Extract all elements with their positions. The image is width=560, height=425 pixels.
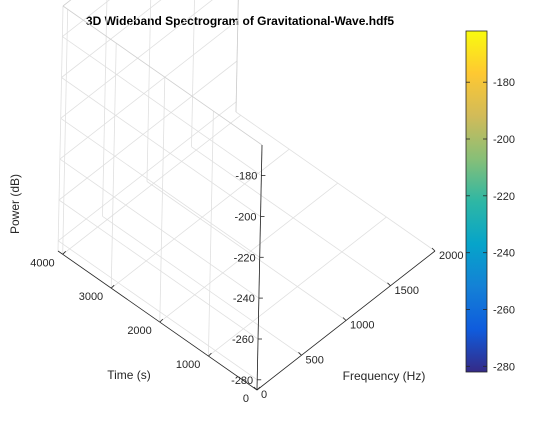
y-tick-label: 1000 bbox=[176, 359, 200, 371]
colorbar-tick-label: -280 bbox=[493, 361, 515, 373]
y-tick-mark bbox=[159, 318, 164, 323]
x-tick-mark bbox=[342, 317, 347, 321]
x-tick-label: 0 bbox=[261, 389, 267, 401]
back-wall-grid-line bbox=[60, 0, 213, 119]
y-tick-label: 2000 bbox=[127, 325, 151, 337]
side-wall-grid-line bbox=[208, 111, 214, 357]
back-wall-grid-line bbox=[57, 101, 237, 242]
back-wall-grid-line bbox=[62, 0, 110, 37]
y-tick-mark bbox=[208, 352, 212, 357]
z-tick-label: -180 bbox=[235, 171, 257, 183]
y-tick-label: 4000 bbox=[30, 257, 54, 269]
x-tick-mark bbox=[431, 247, 436, 252]
y-tick-mark bbox=[256, 386, 261, 391]
floor-grid-line bbox=[102, 215, 302, 356]
colorbar-tick-label: -220 bbox=[493, 191, 515, 203]
side-wall-grid-line bbox=[61, 77, 261, 217]
floor-grid-line bbox=[110, 148, 290, 289]
axes-grid bbox=[57, 0, 436, 391]
x-tick-label: 2000 bbox=[439, 250, 463, 262]
side-wall-grid-line bbox=[62, 9, 69, 255]
x-tick-label: 1500 bbox=[395, 285, 419, 297]
x-tick-mark bbox=[253, 386, 258, 391]
floor-grid-line bbox=[62, 114, 241, 255]
chart-title: 3D Wideband Spectrogram of Gravitational… bbox=[86, 14, 394, 28]
y-tick-label: 0 bbox=[243, 393, 249, 405]
floor-grid-line bbox=[159, 182, 339, 323]
floor-grid-line bbox=[208, 216, 387, 357]
back-wall-grid-line bbox=[102, 0, 108, 217]
colorbar-gradient bbox=[465, 30, 488, 373]
back-wall-grid-line bbox=[58, 60, 238, 201]
box-edge bbox=[62, 5, 263, 146]
floor-grid-line bbox=[235, 111, 436, 252]
z-tick-label: -200 bbox=[234, 212, 256, 224]
axis-ticks: 0 500 1000 1500 2000 0 1000 2000 3000 4000 -280 -26… bbox=[30, 171, 463, 405]
side-wall-grid-line bbox=[159, 77, 166, 323]
back-wall-grid-line bbox=[191, 0, 195, 147]
box-edge bbox=[235, 0, 239, 113]
side-wall-grid-line bbox=[60, 117, 260, 258]
back-wall-grid-line bbox=[57, 5, 64, 252]
box-edge bbox=[62, 0, 72, 7]
z-tick-label: -260 bbox=[232, 334, 254, 346]
x-tick-mark bbox=[387, 282, 391, 287]
colorbar-tick-label: -260 bbox=[493, 305, 515, 317]
x-tick-label: 500 bbox=[306, 354, 324, 366]
back-wall-grid-line bbox=[61, 0, 162, 78]
x-tick-label: 1000 bbox=[350, 320, 374, 332]
x-tick-mark bbox=[298, 352, 302, 356]
z-axis-line bbox=[256, 144, 263, 391]
side-wall-grid-line bbox=[59, 158, 260, 299]
z-tick-label: -240 bbox=[233, 293, 255, 305]
colorbar: -280 -260 -240 -220 -200 -180 bbox=[465, 30, 515, 373]
y-tick-label: 3000 bbox=[79, 291, 103, 303]
back-wall-grid-line bbox=[59, 19, 239, 160]
z-tick-label: -220 bbox=[234, 252, 256, 264]
z-axis-label: Power (dB) bbox=[8, 174, 22, 234]
x-axis-label: Frequency (Hz) bbox=[343, 369, 426, 383]
floor-grid-line bbox=[191, 146, 391, 287]
y-tick-mark bbox=[62, 251, 66, 255]
side-wall-grid-line bbox=[58, 199, 259, 340]
side-wall-grid-line bbox=[57, 240, 258, 381]
colorbar-tick-label: -200 bbox=[493, 134, 515, 146]
floor-grid-line bbox=[146, 181, 347, 321]
side-wall-grid-line bbox=[110, 43, 117, 289]
z-tick-label: -280 bbox=[231, 375, 253, 387]
side-wall-grid-line bbox=[62, 36, 262, 176]
colorbar-ticks: -280 -260 -240 -220 -200 -180 bbox=[466, 77, 515, 373]
y-axis-label: Time (s) bbox=[107, 368, 151, 382]
y-axis-line bbox=[57, 250, 258, 391]
colorbar-tick-label: -240 bbox=[493, 248, 515, 260]
y-tick-mark bbox=[110, 284, 115, 289]
back-wall-grid-line bbox=[146, 0, 152, 182]
colorbar-tick-label: -180 bbox=[493, 77, 515, 89]
